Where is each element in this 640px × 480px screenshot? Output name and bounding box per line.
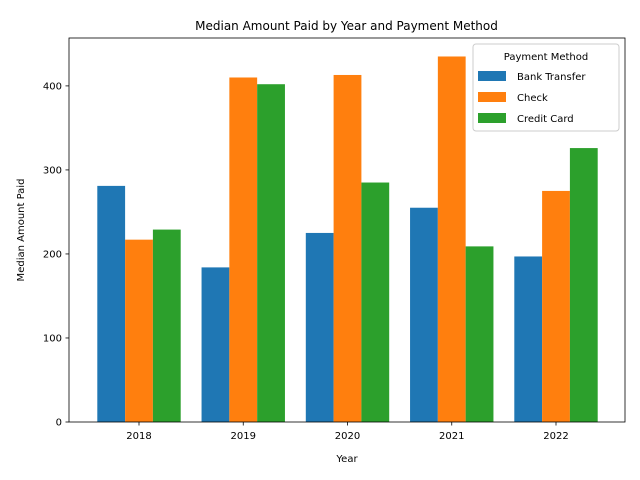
x-tick-label-2020: 2020 xyxy=(335,431,360,442)
x-tick-label-2019: 2019 xyxy=(231,431,256,442)
y-tick-label-0: 0 xyxy=(56,418,62,429)
legend-swatch-bank-transfer xyxy=(478,71,506,81)
bar-check-2022 xyxy=(542,190,570,422)
bar-credit-card-2018 xyxy=(152,229,181,422)
legend: Payment Method Bank Transfer Check Credit … xyxy=(472,43,620,132)
bar-bank-transfer-2021 xyxy=(410,207,438,422)
bars-group xyxy=(97,56,598,422)
x-tick-label-2021: 2021 xyxy=(439,431,464,442)
legend-items: Bank Transfer Check Credit Card xyxy=(478,71,586,125)
bar-credit-card-2019 xyxy=(257,84,285,422)
y-axis-label: Median Amount Paid xyxy=(16,179,27,282)
bar-bank-transfer-2022 xyxy=(514,256,543,422)
y-tick-label-300: 300 xyxy=(43,165,62,176)
legend-title: Payment Method xyxy=(504,52,588,63)
bar-check-2021 xyxy=(437,56,466,422)
x-tick-label-2022: 2022 xyxy=(543,431,568,442)
legend-box xyxy=(472,43,620,132)
y-tick-label-100: 100 xyxy=(43,333,62,344)
plot-frame xyxy=(68,37,626,423)
bar-bank-transfer-2018 xyxy=(97,185,126,422)
bar-check-2018 xyxy=(125,239,153,422)
chart-title: Median Amount Paid by Year and Payment M… xyxy=(195,19,498,33)
legend-swatch-credit-card xyxy=(478,113,506,123)
x-tick-label-2018: 2018 xyxy=(126,431,151,442)
y-axis: 0 100 200 300 400 xyxy=(43,81,69,429)
bar-check-2020 xyxy=(333,74,362,422)
x-axis: 2018 2019 2020 2021 2022 xyxy=(126,422,569,442)
bar-credit-card-2020 xyxy=(361,182,390,422)
bar-credit-card-2021 xyxy=(465,246,494,422)
legend-swatch-check xyxy=(478,92,506,102)
y-tick-label-400: 400 xyxy=(43,81,62,92)
x-axis-label: Year xyxy=(335,454,358,465)
bar-credit-card-2022 xyxy=(569,148,598,422)
legend-label-credit-card: Credit Card xyxy=(517,114,574,125)
legend-label-check: Check xyxy=(517,93,548,104)
legend-label-bank-transfer: Bank Transfer xyxy=(517,72,586,83)
y-tick-label-200: 200 xyxy=(43,249,62,260)
bar-check-2019 xyxy=(229,77,258,422)
bar-bank-transfer-2019 xyxy=(201,267,230,422)
bar-bank-transfer-2020 xyxy=(305,232,334,422)
